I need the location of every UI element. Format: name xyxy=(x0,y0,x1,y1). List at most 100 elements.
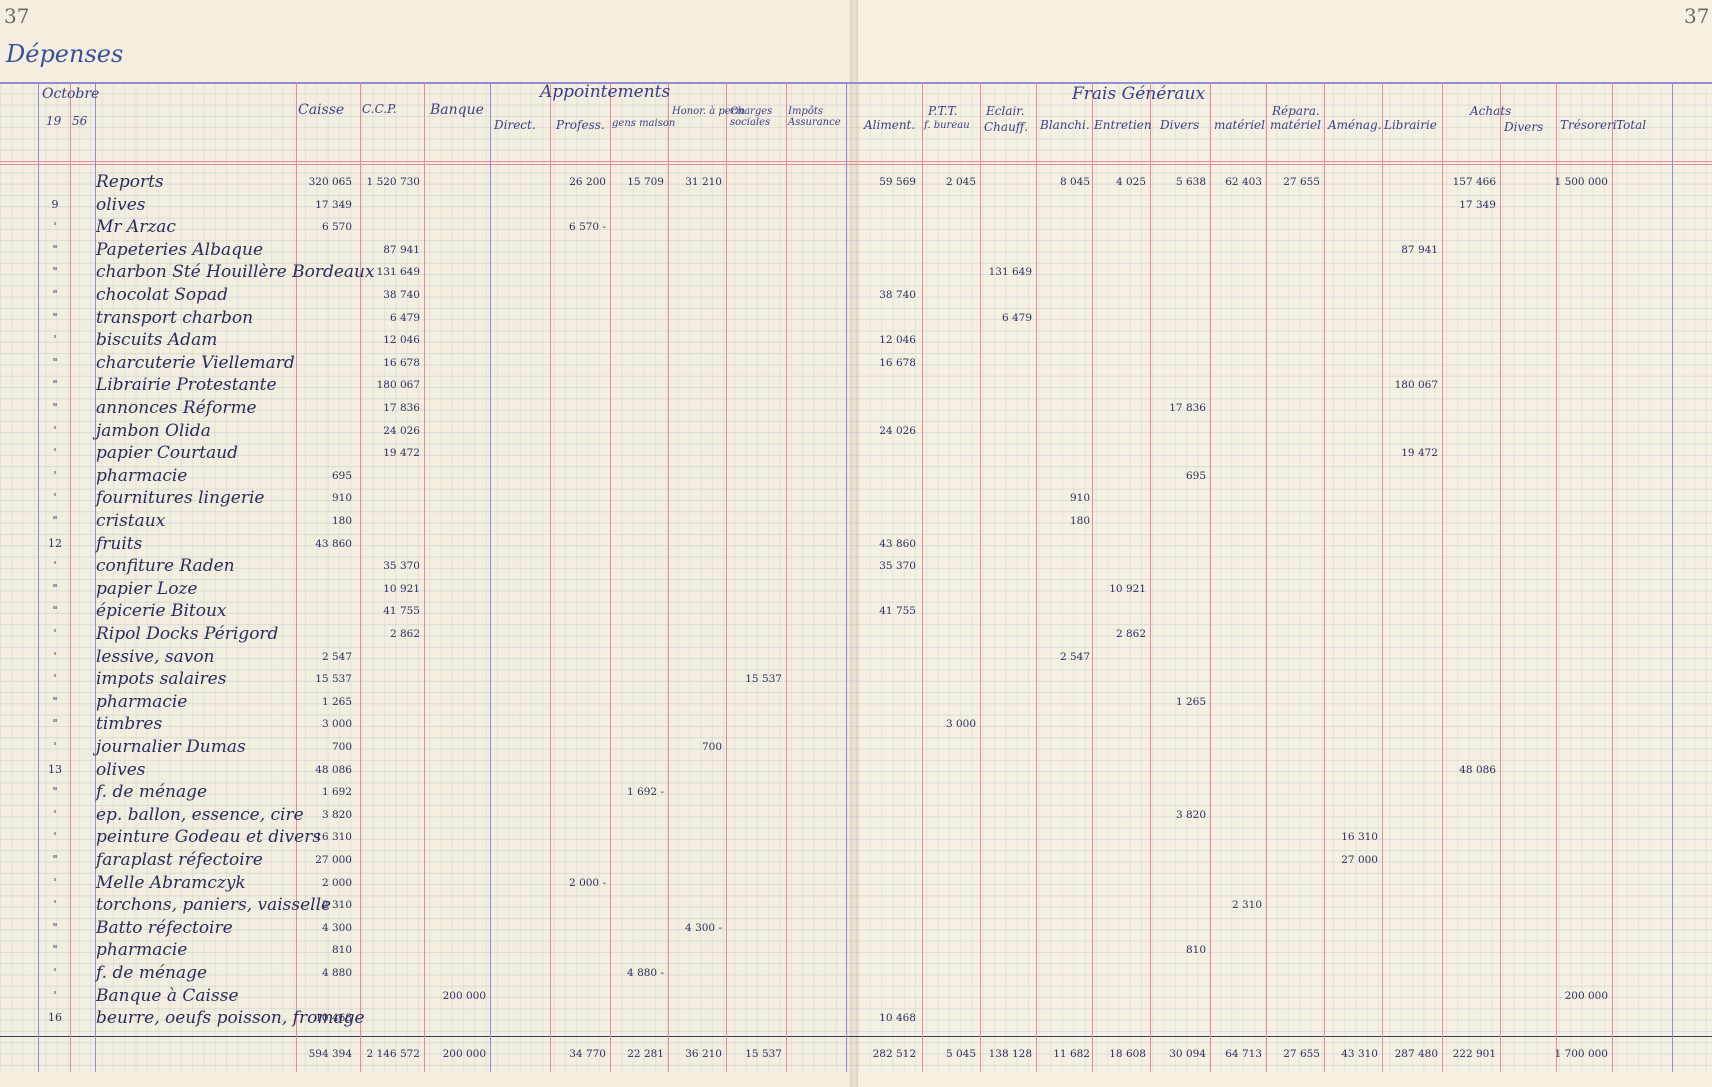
header-amenag: Aménag. xyxy=(1328,118,1382,132)
row-day: " xyxy=(52,310,58,324)
row-day: 16 xyxy=(48,1011,62,1025)
ledger-row: " annonces Réforme 17 836 17 836 xyxy=(0,398,1712,420)
ledger-row: ' papier Courtaud 19 472 19 472 xyxy=(0,443,1712,465)
row-libelle: impots salaires xyxy=(96,669,227,690)
ledger-row: " Librairie Protestante 180 067 180 067 xyxy=(0,375,1712,397)
caisse-amount: 1 265 xyxy=(321,695,352,708)
ledger-row: " chocolat Sopad 38 740 38 740 xyxy=(0,285,1712,307)
header-impots-assurances: Impôts Assurance xyxy=(788,106,841,128)
row-libelle: chocolat Sopad xyxy=(96,285,229,305)
tresorerie-amount: 200 000 xyxy=(1564,989,1608,1002)
ledger-row: ' jambon Olida 24 026 24 026 xyxy=(0,421,1712,443)
total-divers-amount: 30 094 xyxy=(1169,1048,1206,1060)
header-year-b: 56 xyxy=(72,114,88,128)
row-libelle: pharmacie xyxy=(96,691,188,712)
row-libelle: timbres xyxy=(96,714,163,735)
col-rule xyxy=(668,82,669,1072)
ledger-row: 9 olives 17 349 17 349 xyxy=(0,195,1712,217)
entretien-amount: 10 921 xyxy=(1109,582,1146,595)
header-gens-maison: gens maison xyxy=(612,118,676,129)
header-tresorerie: Trésoreri xyxy=(1560,118,1617,132)
total-f-bureau-amount: 5 045 xyxy=(945,1048,976,1060)
header-divers: Divers xyxy=(1160,118,1200,132)
total-alimentation-amount: 282 512 xyxy=(872,1048,916,1060)
caisse-amount: 2 000 xyxy=(321,876,352,889)
row-day: " xyxy=(52,355,58,369)
caisse-amount: 6 570 xyxy=(321,221,352,234)
row-day: 12 xyxy=(48,536,62,550)
ledger-row: 12 fruits 43 860 43 860 xyxy=(0,534,1712,556)
divers-amount: 17 836 xyxy=(1169,402,1206,414)
ccp-amount: 1 520 730 xyxy=(366,176,420,188)
row-libelle: fournitures lingerie xyxy=(96,488,265,509)
caisse-amount: 180 xyxy=(331,515,352,527)
total-entretien-amount: 18 608 xyxy=(1109,1048,1146,1060)
row-day: ' xyxy=(53,898,57,912)
alimentation-amount: 10 468 xyxy=(879,1012,916,1025)
page-title: Dépenses xyxy=(6,40,124,68)
row-day: ' xyxy=(53,672,57,686)
ledger-row: ' Ripol Docks Périgord 2 862 2 862 xyxy=(0,624,1712,646)
header-blanchissage: Blanchi. xyxy=(1040,118,1090,132)
col-rule xyxy=(95,82,96,1072)
col-rule xyxy=(38,82,39,1072)
col-rule xyxy=(296,82,297,1072)
header-profess: Profess. xyxy=(556,118,605,132)
header-chauffage: Chauff. xyxy=(984,120,1029,134)
col-rule xyxy=(1382,82,1383,1072)
chauffage-amount: 6 479 xyxy=(1001,311,1032,324)
col-rule xyxy=(846,82,847,1072)
alimentation-amount: 35 370 xyxy=(879,560,916,573)
achats-amount: 17 349 xyxy=(1459,198,1496,211)
caisse-amount: 4 300 xyxy=(321,921,352,934)
row-libelle: Banque à Caisse xyxy=(96,985,239,1006)
header-f-bureau: f. bureau xyxy=(924,120,970,131)
ledger-row: " pharmacie 810 810 xyxy=(0,940,1712,962)
row-day: ' xyxy=(53,649,57,663)
row-libelle: épicerie Bitoux xyxy=(96,601,227,622)
alimentation-amount: 38 740 xyxy=(879,289,916,301)
charges-sociales-amount: 15 537 xyxy=(745,673,782,686)
col-rule xyxy=(70,82,71,1072)
row-day: ' xyxy=(53,966,57,979)
header-year-a: 19 xyxy=(46,114,62,128)
row-day: " xyxy=(52,581,58,595)
ledger-row: " épicerie Bitoux 41 755 41 755 xyxy=(0,601,1712,623)
ccp-amount: 35 370 xyxy=(383,560,420,573)
ccp-amount: 87 941 xyxy=(383,243,420,256)
ccp-amount: 38 740 xyxy=(383,289,420,301)
header-reparations-materiel: matériel xyxy=(1270,118,1321,132)
alimentation-amount: 41 755 xyxy=(879,605,916,618)
ccp-amount: 24 026 xyxy=(383,424,420,437)
col-rule xyxy=(1612,82,1613,1072)
row-libelle: annonces Réforme xyxy=(96,398,257,418)
caisse-amount: 2 547 xyxy=(321,650,352,663)
caisse-amount: 1 692 xyxy=(321,786,352,799)
row-day: " xyxy=(52,288,58,301)
ledger-row: ' peinture Godeau et divers 16 310 16 310 xyxy=(0,827,1712,849)
col-rule xyxy=(360,82,361,1072)
ledger-row: ' ep. ballon, essence, cire 3 820 3 820 xyxy=(0,805,1712,827)
profess-amount: 6 570 - xyxy=(569,221,606,234)
row-day: " xyxy=(52,242,58,256)
ledger-row: " Batto réfectoire 4 300 4 300 - xyxy=(0,918,1712,940)
row-day: " xyxy=(52,717,58,731)
materiel-amount: 62 403 xyxy=(1225,176,1262,188)
alimentation-amount: 12 046 xyxy=(879,334,916,347)
ledger-row: " papier Loze 10 921 10 921 xyxy=(0,579,1712,601)
row-day: ' xyxy=(53,220,57,234)
librairie-amount: 180 067 xyxy=(1394,379,1438,392)
amenag-amount: 16 310 xyxy=(1341,831,1378,844)
col-rule xyxy=(1500,82,1501,1072)
page-number-left: 37 xyxy=(4,4,30,28)
total-rule xyxy=(0,1036,1712,1037)
book-gutter xyxy=(850,0,858,1087)
ledger-row: ' fournitures lingerie 910 910 xyxy=(0,488,1712,510)
ledger-row: " Papeteries Albaque 87 941 87 941 xyxy=(0,240,1712,262)
row-day: " xyxy=(52,785,58,799)
ledger-row: ' Mr Arzac 6 570 6 570 - xyxy=(0,217,1712,239)
col-rule xyxy=(980,82,981,1072)
row-day: " xyxy=(52,514,58,527)
tresorerie-amount: 1 500 000 xyxy=(1554,176,1608,188)
total-librairie-amount: 287 480 xyxy=(1394,1048,1438,1060)
